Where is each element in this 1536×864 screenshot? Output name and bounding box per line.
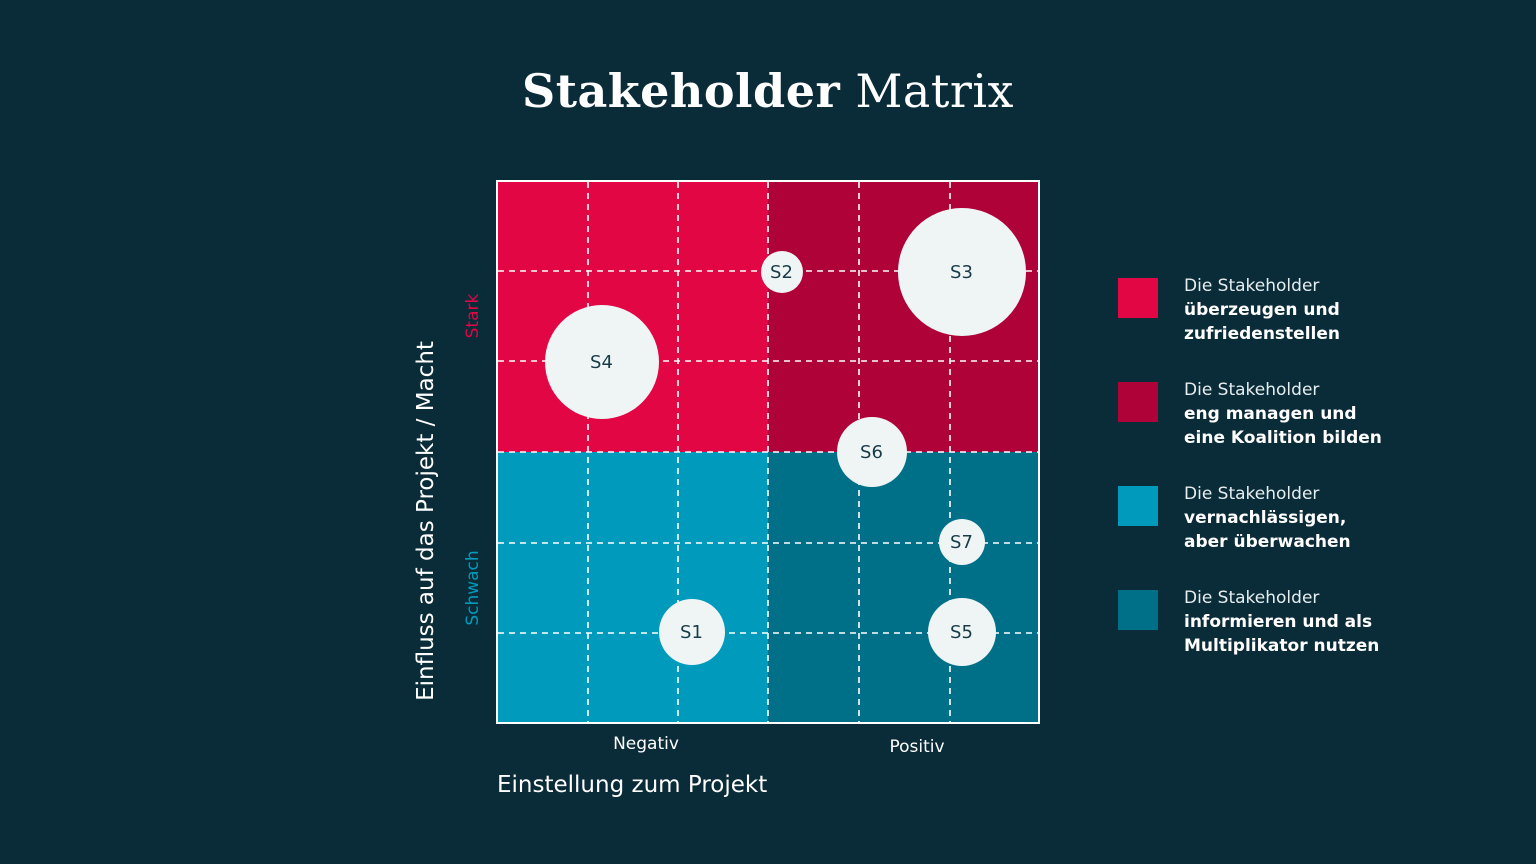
legend-line: Die Stakeholder — [1184, 276, 1320, 296]
stakeholder-label: S5 — [950, 621, 973, 643]
legend: Die Stakeholder überzeugen und zufrieden… — [1118, 274, 1418, 690]
legend-line: Multiplikator nutzen — [1184, 636, 1380, 656]
stakeholder-bubble-s2: S2 — [760, 251, 803, 293]
stakeholder-bubble-s6: S6 — [836, 417, 907, 487]
stakeholder-label: S3 — [950, 261, 973, 283]
legend-item-inform: Die Stakeholder informieren und als Mult… — [1118, 586, 1418, 690]
y-tick-strong: Stark — [463, 293, 483, 339]
legend-line: eine Koalition bilden — [1184, 428, 1382, 448]
legend-line: Die Stakeholder — [1184, 484, 1320, 504]
legend-line: zufriedenstellen — [1184, 324, 1340, 344]
legend-line: Die Stakeholder — [1184, 380, 1320, 400]
x-tick-negative: Negativ — [613, 734, 679, 754]
title-bold: Stakeholder — [522, 64, 841, 118]
stakeholder-label: S2 — [770, 261, 793, 283]
stakeholder-label: S4 — [590, 351, 613, 373]
quadrant-bottom-right — [768, 452, 1038, 722]
legend-swatch — [1118, 382, 1158, 422]
legend-item-monitor: Die Stakeholder vernachlässigen, aber üb… — [1118, 482, 1418, 586]
stakeholder-label: S1 — [680, 621, 703, 643]
stakeholder-matrix: S1 S2 S3 S4 S5 S6 S7 — [496, 180, 1040, 724]
x-axis-label: Einstellung zum Projekt — [497, 772, 768, 798]
legend-text: Die Stakeholder informieren und als Mult… — [1184, 586, 1379, 658]
legend-line: Die Stakeholder — [1184, 588, 1320, 608]
legend-text: Die Stakeholder vernachlässigen, aber üb… — [1184, 482, 1351, 554]
stakeholder-bubble-s5: S5 — [927, 598, 996, 666]
legend-swatch — [1118, 590, 1158, 630]
legend-text: Die Stakeholder eng managen und eine Koa… — [1184, 378, 1382, 450]
title-light: Matrix — [855, 64, 1014, 118]
stakeholder-bubble-s3: S3 — [897, 208, 1026, 336]
stakeholder-bubble-s4: S4 — [544, 305, 659, 419]
legend-line: aber überwachen — [1184, 532, 1351, 552]
y-tick-weak: Schwach — [463, 550, 483, 626]
legend-swatch — [1118, 278, 1158, 318]
legend-line: eng managen und — [1184, 404, 1357, 424]
legend-line: vernachlässigen, — [1184, 508, 1347, 528]
legend-text: Die Stakeholder überzeugen und zufrieden… — [1184, 274, 1340, 346]
legend-line: überzeugen und — [1184, 300, 1340, 320]
legend-line: informieren und als — [1184, 612, 1373, 632]
page-title: Stakeholder Matrix — [0, 64, 1536, 118]
stakeholder-label: S6 — [860, 441, 883, 463]
quadrant-bottom-left — [498, 452, 768, 722]
stakeholder-bubble-s1: S1 — [658, 599, 725, 665]
x-tick-positive: Positiv — [889, 737, 945, 757]
legend-swatch — [1118, 486, 1158, 526]
y-axis-label: Einfluss auf das Projekt / Macht — [413, 341, 439, 701]
stakeholder-bubble-s7: S7 — [938, 519, 985, 565]
legend-item-manage: Die Stakeholder eng managen und eine Koa… — [1118, 378, 1418, 482]
legend-item-convince: Die Stakeholder überzeugen und zufrieden… — [1118, 274, 1418, 378]
stakeholder-label: S7 — [950, 531, 973, 553]
